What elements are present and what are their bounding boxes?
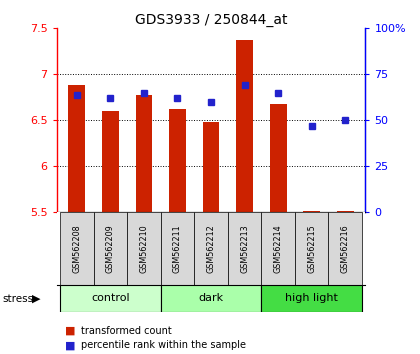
Bar xyxy=(68,85,85,212)
Text: GSM562209: GSM562209 xyxy=(106,224,115,273)
Bar xyxy=(203,122,219,212)
Bar xyxy=(60,285,161,312)
Text: ■: ■ xyxy=(65,326,76,336)
Text: GSM562210: GSM562210 xyxy=(139,224,148,273)
Bar xyxy=(328,212,362,285)
Text: dark: dark xyxy=(199,293,223,303)
Text: transformed count: transformed count xyxy=(81,326,172,336)
Text: stress: stress xyxy=(2,294,33,304)
Bar xyxy=(136,95,152,212)
Bar xyxy=(261,212,295,285)
Text: GSM562212: GSM562212 xyxy=(207,224,215,273)
Bar xyxy=(261,285,362,312)
Text: GSM562214: GSM562214 xyxy=(274,224,283,273)
Bar xyxy=(295,212,328,285)
Bar xyxy=(127,212,161,285)
Text: GSM562208: GSM562208 xyxy=(72,224,81,273)
Text: GSM562216: GSM562216 xyxy=(341,224,350,273)
Title: GDS3933 / 250844_at: GDS3933 / 250844_at xyxy=(135,13,287,27)
Bar xyxy=(270,104,286,212)
Text: high light: high light xyxy=(285,293,338,303)
Text: control: control xyxy=(91,293,130,303)
Bar xyxy=(161,285,261,312)
Bar xyxy=(337,211,354,212)
Text: GSM562211: GSM562211 xyxy=(173,224,182,273)
Text: GSM562215: GSM562215 xyxy=(307,224,316,273)
Bar xyxy=(102,111,119,212)
Bar xyxy=(236,40,253,212)
Bar xyxy=(228,212,261,285)
Bar xyxy=(161,212,194,285)
Text: ▶: ▶ xyxy=(32,294,40,304)
Text: GSM562213: GSM562213 xyxy=(240,224,249,273)
Text: ■: ■ xyxy=(65,340,76,350)
Bar xyxy=(94,212,127,285)
Bar xyxy=(303,211,320,212)
Bar xyxy=(169,109,186,212)
Bar xyxy=(194,212,228,285)
Text: percentile rank within the sample: percentile rank within the sample xyxy=(81,340,246,350)
Bar xyxy=(60,212,94,285)
